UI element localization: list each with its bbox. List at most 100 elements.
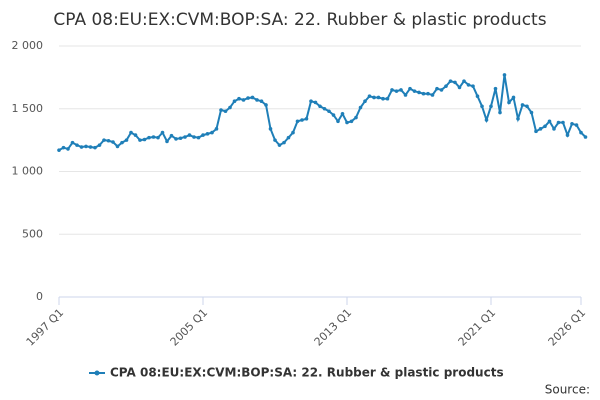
point xyxy=(340,111,345,116)
point xyxy=(556,120,561,125)
x-tick-label: 2026 Q1 xyxy=(546,306,589,349)
point xyxy=(196,135,201,140)
point xyxy=(336,119,340,124)
point xyxy=(462,79,466,83)
point xyxy=(309,99,313,104)
point xyxy=(237,96,241,101)
point xyxy=(354,115,358,120)
source: Source: xyxy=(545,383,590,397)
point xyxy=(97,143,102,147)
point xyxy=(403,93,408,97)
point xyxy=(165,139,169,144)
point xyxy=(498,110,502,115)
point xyxy=(201,133,205,137)
y-tick-label: 1 500 xyxy=(12,102,44,115)
point xyxy=(327,109,331,114)
point xyxy=(381,96,385,101)
point xyxy=(228,105,232,110)
point xyxy=(390,88,394,92)
point xyxy=(129,130,133,135)
point xyxy=(250,95,255,100)
point xyxy=(534,129,538,134)
point xyxy=(417,90,421,95)
point xyxy=(295,119,300,124)
point xyxy=(70,140,75,145)
point xyxy=(169,133,174,138)
point xyxy=(246,96,250,100)
point xyxy=(444,84,448,88)
chart-title: CPA 08:EU:EX:CVM:BOP:SA: 22. Rubber & pl… xyxy=(53,10,546,30)
point xyxy=(574,123,579,127)
point xyxy=(277,143,282,147)
point xyxy=(178,136,183,141)
x-tick-label: 1997 Q1 xyxy=(24,306,67,349)
point xyxy=(358,105,363,110)
point xyxy=(385,96,390,101)
x-tick-label: 2013 Q1 xyxy=(312,306,355,349)
point xyxy=(259,99,264,104)
point xyxy=(507,100,511,105)
point xyxy=(525,104,529,109)
point xyxy=(151,135,156,139)
point xyxy=(579,130,583,135)
point xyxy=(57,148,61,152)
point xyxy=(331,113,336,117)
point xyxy=(120,140,124,145)
point xyxy=(516,116,520,121)
y-tick-label: 0 xyxy=(36,290,43,303)
point xyxy=(493,86,498,91)
point xyxy=(439,88,444,92)
point xyxy=(565,133,570,137)
point xyxy=(255,98,259,102)
point xyxy=(142,137,147,142)
point xyxy=(457,85,462,90)
point xyxy=(543,124,547,129)
point xyxy=(511,95,516,100)
point xyxy=(376,95,381,100)
point xyxy=(93,145,97,150)
point xyxy=(232,99,237,104)
point xyxy=(66,147,70,151)
point xyxy=(174,137,178,141)
point xyxy=(241,98,246,102)
point xyxy=(367,94,372,98)
point xyxy=(345,120,349,125)
point xyxy=(187,133,192,137)
point xyxy=(448,79,453,83)
point xyxy=(156,135,160,140)
legend-label: CPA 08:EU:EX:CVM:BOP:SA: 22. Rubber & pl… xyxy=(110,366,504,380)
point xyxy=(183,135,187,139)
x-tick-label: 2005 Q1 xyxy=(168,306,211,349)
point xyxy=(394,89,399,93)
point xyxy=(88,145,93,149)
point xyxy=(268,127,273,131)
point xyxy=(466,83,471,87)
point xyxy=(313,100,318,105)
point xyxy=(264,103,268,107)
point xyxy=(106,138,111,143)
point xyxy=(84,144,88,149)
point xyxy=(79,145,84,149)
point xyxy=(349,119,354,124)
point xyxy=(223,109,228,114)
point xyxy=(363,99,367,104)
point xyxy=(282,140,286,145)
point xyxy=(570,122,574,126)
point xyxy=(160,130,165,135)
point xyxy=(408,86,412,91)
point xyxy=(484,118,489,122)
point xyxy=(489,104,493,109)
point xyxy=(61,145,66,150)
y-tick-label: 1 000 xyxy=(12,165,44,178)
point xyxy=(412,89,417,93)
y-tick-label: 500 xyxy=(22,227,43,240)
point xyxy=(304,116,309,121)
series-line xyxy=(58,74,587,152)
point xyxy=(426,91,430,96)
point xyxy=(115,144,120,149)
point xyxy=(318,104,322,109)
x-tick-label: 2021 Q1 xyxy=(456,306,499,349)
point xyxy=(75,143,79,147)
point xyxy=(147,135,151,140)
